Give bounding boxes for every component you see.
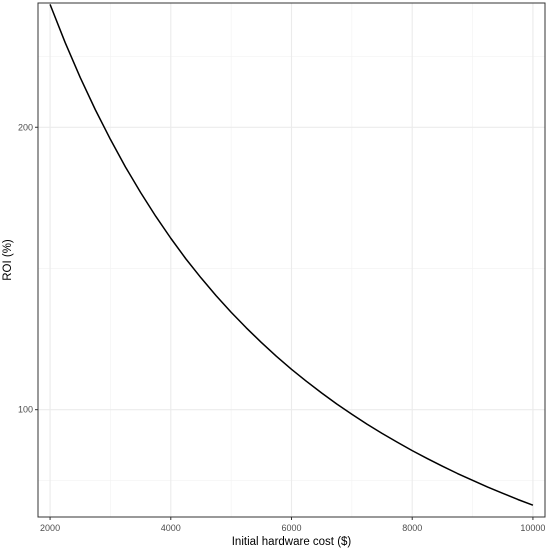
roi-curve-line [49, 4, 534, 506]
major-gridlines [38, 3, 545, 517]
x-tick-label: 10000 [520, 523, 545, 533]
x-tick-label: 4000 [161, 523, 181, 533]
y-tick-label: 200 [18, 122, 33, 132]
x-axis: 2000 4000 6000 8000 10000 [40, 517, 545, 533]
x-tick-label: 2000 [40, 523, 60, 533]
x-axis-title: Initial hardware cost ($) [232, 536, 352, 548]
x-tick-label: 8000 [402, 523, 422, 533]
x-tick-label: 6000 [281, 523, 301, 533]
y-tick-label: 100 [18, 405, 33, 415]
y-axis: 100 200 [18, 122, 38, 415]
series-layer [49, 4, 534, 506]
y-axis-title: ROI (%) [2, 239, 14, 281]
